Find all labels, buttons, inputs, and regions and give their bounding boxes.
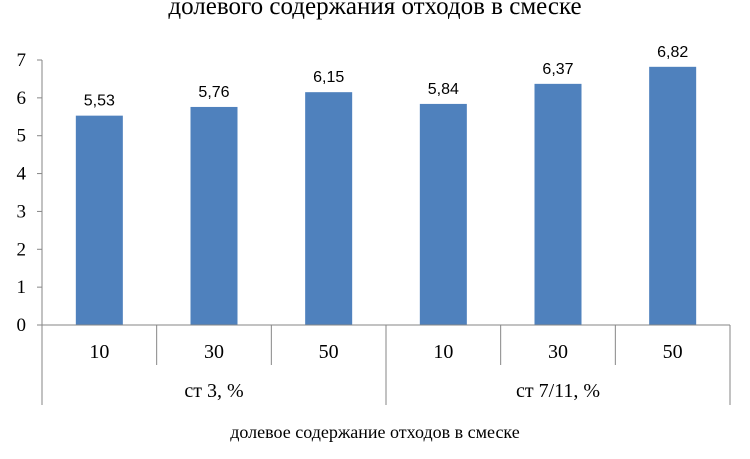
y-tick-label: 5	[17, 126, 27, 147]
bar	[649, 66, 697, 326]
x-tick-label: 10	[433, 341, 453, 363]
data-label: 5,84	[428, 81, 459, 98]
x-tick-label: 10	[89, 341, 109, 363]
x-tick-label: 50	[319, 341, 339, 363]
data-label: 6,37	[542, 61, 573, 78]
x-axis-label: долевое содержание отходов в смеске	[230, 422, 519, 442]
y-tick-label: 6	[17, 88, 27, 109]
y-tick-label: 1	[17, 277, 27, 298]
data-label: 5,53	[84, 93, 115, 110]
y-tick-label: 3	[17, 201, 27, 222]
x-tick-label: 30	[548, 341, 568, 363]
y-tick-label: 0	[17, 315, 27, 336]
y-tick-label: 4	[17, 164, 27, 185]
x-group-label: ст 3, %	[184, 380, 243, 402]
data-label: 6,15	[313, 69, 344, 86]
y-axis: 0 1 2 3 4 5 6 7	[17, 50, 43, 336]
y-tick-label: 7	[17, 50, 27, 71]
bar	[305, 92, 353, 325]
data-label: 6,82	[657, 44, 688, 61]
bar	[419, 103, 467, 326]
x-tick-label: 50	[663, 341, 683, 363]
bar	[190, 106, 238, 325]
x-tick-label: 30	[204, 341, 224, 363]
data-label: 5,76	[198, 84, 229, 101]
chart-title: долевого содержания отходов в смеске	[168, 0, 581, 20]
bar	[534, 83, 582, 325]
x-axis: 10 30 50 10 30 50 ст 3, % ст 7/11, %	[41, 324, 731, 405]
x-group-label: ст 7/11, %	[516, 380, 600, 402]
y-tick-label: 2	[17, 239, 27, 260]
bar	[75, 115, 123, 326]
bars: 5,53 5,76 6,15 5,84 6,37 6,82	[75, 44, 697, 326]
